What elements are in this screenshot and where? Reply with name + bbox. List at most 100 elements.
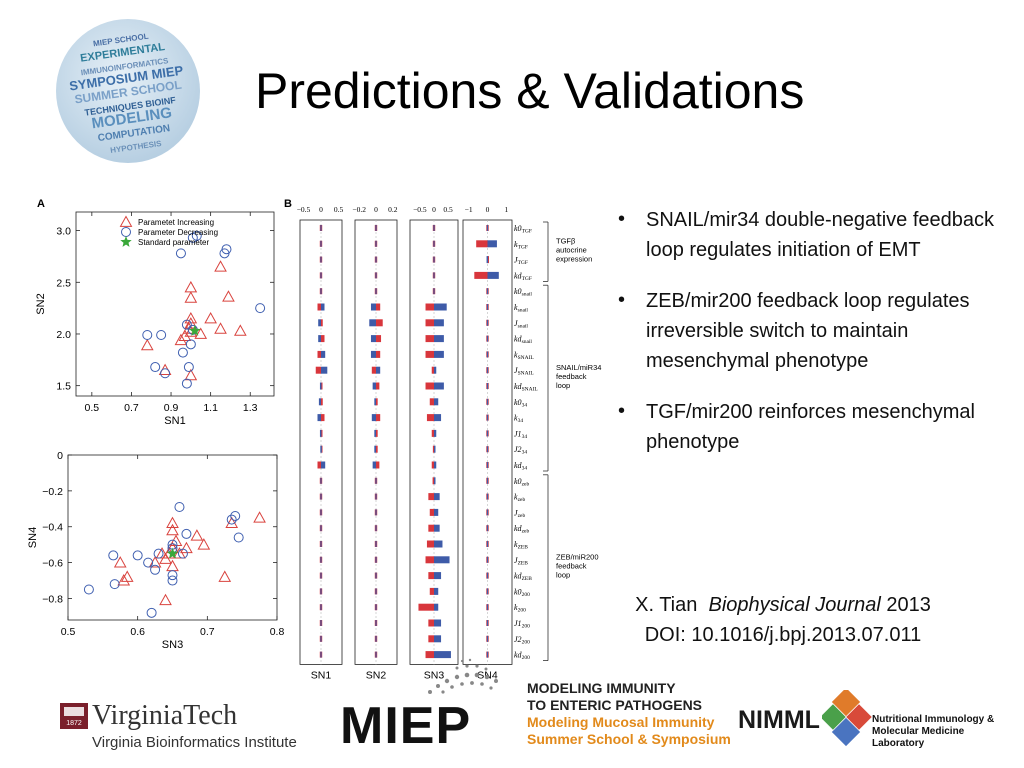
data-point-increasing <box>194 327 208 339</box>
data-point-increasing <box>204 311 217 324</box>
bar-tiny <box>375 620 377 626</box>
parameter-label: k0200 <box>514 587 530 598</box>
data-point-decreasing <box>109 579 120 590</box>
vt-subtitle: Virginia Bioinformatics Institute <box>92 734 297 751</box>
parameter-label: kzeb <box>514 493 525 504</box>
bar-increase <box>317 303 321 311</box>
parameter-label: kSNAIL <box>514 350 534 361</box>
bar-increase <box>317 461 321 469</box>
group-label: loop <box>556 381 570 390</box>
data-point-increasing <box>159 593 172 606</box>
data-point-decreasing <box>177 347 188 358</box>
bar-decrease <box>318 398 321 406</box>
bar-tiny <box>486 398 489 405</box>
bar-tiny <box>375 604 377 611</box>
miep-line: MODELING IMMUNITY <box>527 680 676 696</box>
bar-decrease <box>370 303 376 311</box>
bar-decrease <box>434 540 443 548</box>
data-point-decreasing <box>255 303 266 314</box>
bar-increase <box>429 508 434 516</box>
bar-increase <box>371 366 376 374</box>
bar-tiny <box>320 509 322 516</box>
data-point-increasing <box>178 329 192 341</box>
bar-decrease <box>434 350 444 358</box>
bar-decrease <box>321 366 328 374</box>
parameter-label: k0snail <box>514 287 532 298</box>
bar-decrease <box>434 461 437 469</box>
bar-increase <box>376 382 380 390</box>
bar-decrease <box>319 429 322 437</box>
bullet-item: • TGF/mir200 reinforces mesenchymal pheno… <box>618 400 975 453</box>
group-label: TGFβ <box>556 237 576 246</box>
bullet-item: • ZEB/mir200 feedback loop regulates irre… <box>618 289 970 372</box>
data-point-increasing <box>184 317 198 329</box>
x-tick-label: 0.5 <box>85 402 100 414</box>
bar-increase <box>376 461 380 469</box>
y-tick-label: −0.8 <box>42 593 63 605</box>
x-tick-label: 1.3 <box>243 402 258 414</box>
plot-frame <box>67 454 278 621</box>
group-label: feedback <box>556 372 587 381</box>
bar-decrease <box>321 461 326 469</box>
bar-tiny <box>486 414 489 421</box>
bar-tiny <box>320 588 322 595</box>
group-label: expression <box>556 255 592 264</box>
bullet-list: • SNAIL/mir34 double-negative feedback lo… <box>612 205 1002 478</box>
group-label: ZEB/miR200 <box>556 553 599 562</box>
data-point-increasing <box>218 570 232 582</box>
bar-decrease <box>487 240 497 248</box>
data-point-standard <box>166 547 179 559</box>
y-tick-label: 1.5 <box>56 381 71 393</box>
data-point-decreasing <box>143 557 154 568</box>
miep-text: MODELING IMMUNITY TO ENTERIC PATHOGENS M… <box>527 680 731 748</box>
bar-decrease <box>370 350 376 358</box>
data-point-increasing <box>117 574 131 586</box>
miep-line: Summer School & Symposium <box>527 731 731 747</box>
data-point-decreasing <box>181 528 192 539</box>
bar-tiny <box>486 335 489 342</box>
data-point-decreasing <box>233 532 244 543</box>
bar-decrease <box>376 366 381 374</box>
data-point-decreasing <box>142 330 153 341</box>
x-tick-label: 1.1 <box>203 402 218 414</box>
bar-tiny <box>375 272 377 279</box>
bar-tiny <box>320 541 322 547</box>
bar-increase <box>317 350 321 358</box>
bar-decrease <box>434 319 444 327</box>
bar-tiny <box>486 351 489 358</box>
x-axis-label: SN3 <box>162 639 183 651</box>
bar-tiny <box>375 556 377 563</box>
bar-increase <box>376 303 381 311</box>
bar-increase <box>431 366 434 374</box>
bar-decrease <box>434 572 442 580</box>
y-tick-label: −0.6 <box>42 558 63 570</box>
parameter-label: kTGF <box>514 240 528 251</box>
parameter-label: k0zeb <box>514 477 529 488</box>
data-point-increasing <box>166 523 179 536</box>
bar-tiny <box>433 256 435 263</box>
legend-entry: Standard parameter <box>138 238 209 247</box>
bar-increase <box>376 429 378 437</box>
bar-decrease <box>434 651 451 659</box>
bar-increase <box>321 429 323 437</box>
bar-tiny <box>486 604 489 611</box>
x-tick-label: 0.5 <box>61 626 76 638</box>
parameter-label: J234 <box>514 445 527 456</box>
bar-decrease <box>434 493 440 501</box>
bar-increase <box>321 335 325 343</box>
nimml-emblem-icon <box>822 690 872 747</box>
x-tick-label: 0.6 <box>130 626 145 638</box>
virginia-tech-logo: 1872 VirginiaTech Virginia Bioinformatic… <box>60 700 297 751</box>
data-point-increasing <box>140 338 154 351</box>
bar-decrease <box>370 335 376 343</box>
y-axis-label: SN4 <box>27 527 39 548</box>
bar-decrease <box>434 398 439 406</box>
top-tick-label: 0.5 <box>443 205 453 214</box>
group-label: autocrine <box>556 246 587 255</box>
data-point-decreasing <box>191 230 202 241</box>
bar-tiny <box>433 288 435 295</box>
bar-decrease <box>319 382 322 390</box>
top-tick-label: 1 <box>504 205 508 214</box>
top-tick-label: 0 <box>319 205 323 214</box>
data-point-decreasing <box>167 570 178 581</box>
